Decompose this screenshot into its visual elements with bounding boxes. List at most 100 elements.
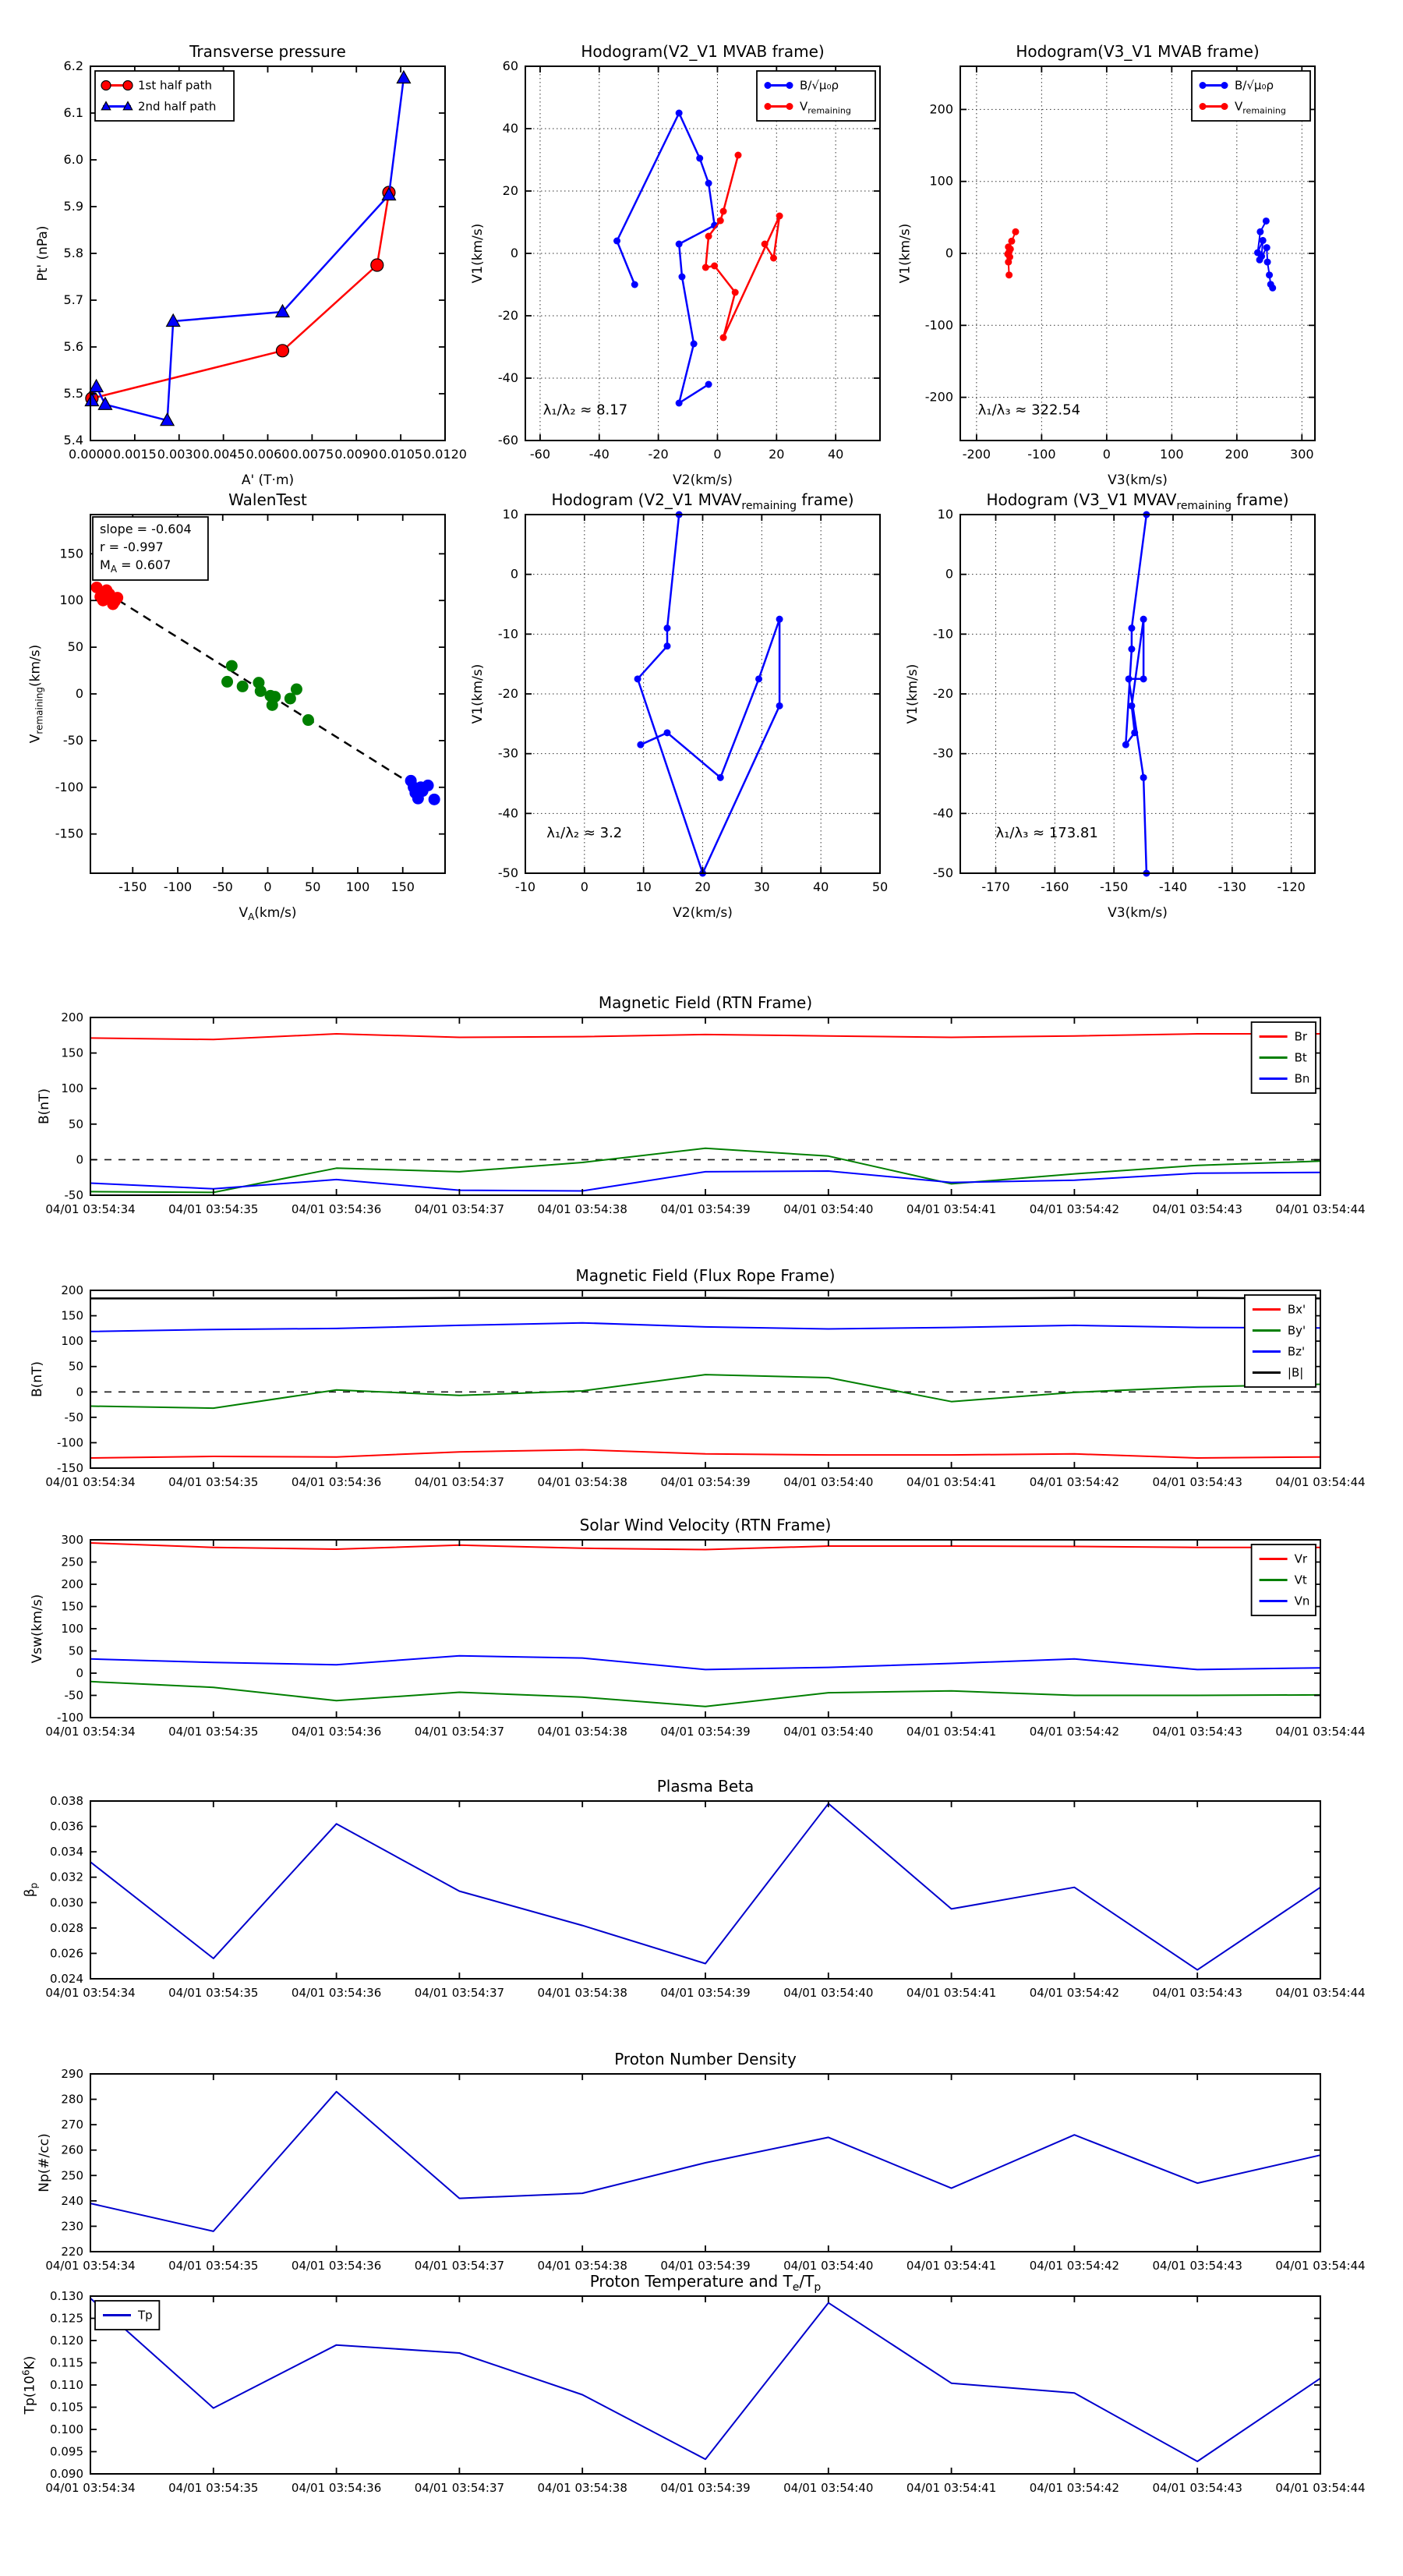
transverse-pressure-ytick-label: 5.8 (64, 246, 83, 260)
mag-fluxrope-ytick-label: 150 (61, 1309, 83, 1323)
series-|B| (90, 1297, 1321, 1300)
proton-number-density-ytick-label: 230 (61, 2219, 83, 2233)
mag-rtn-ytick-label: 200 (61, 1010, 83, 1024)
marker-dot (1012, 228, 1020, 235)
walen-test-stats-line: MA = 0.607 (100, 557, 171, 575)
marker-dot (761, 240, 769, 248)
hodogram-v3v1-mvab-ytick-label: 200 (929, 101, 953, 116)
hodogram-v3v1-mvab-ytick-label: -200 (925, 390, 953, 405)
transverse-pressure-ylabel: Pt' (nPa) (35, 226, 51, 281)
marker-triangle (84, 392, 100, 407)
mag-fluxrope-xtick-label: 04/01 03:54:41 (906, 1475, 996, 1489)
mag-fluxrope-xtick-label: 04/01 03:54:44 (1275, 1475, 1365, 1489)
series-Bx' (90, 1449, 1321, 1459)
transverse-pressure-xtick-label: 0.0090 (334, 447, 378, 462)
hodogram-v2v1-mvab-legend-label: B/√μ₀ρ (800, 79, 839, 93)
proton-temperature-legend-label: Tp (137, 2309, 153, 2323)
mag-rtn-ytick-label: 150 (61, 1046, 83, 1060)
proton-number-density-ytick-label: 240 (61, 2194, 83, 2208)
marker-dot (90, 581, 103, 593)
hodogram-v2v1-mvav-xtick-label: 10 (635, 879, 651, 894)
solar-wind-velocity-xtick-label: 04/01 03:54:37 (415, 1725, 504, 1739)
hodogram-v2v1-mvab-ytick-label: 0 (511, 246, 518, 260)
marker-dot (422, 779, 434, 791)
hodogram-v2v1-mvav-xtick-label: 0 (581, 879, 588, 894)
mag-fluxrope-title: Magnetic Field (Flux Rope Frame) (576, 1266, 836, 1285)
mag-rtn-xtick-label: 04/01 03:54:39 (660, 1202, 750, 1216)
transverse-pressure-xtick-label: 0.0030 (157, 447, 201, 462)
hodogram-v2v1-mvab-legend-label: Vremaining (800, 100, 851, 116)
axes-frame (90, 65, 446, 441)
mag-rtn-ytick-label: 100 (61, 1081, 83, 1095)
plasma-beta-xtick-label: 04/01 03:54:42 (1030, 1986, 1119, 2000)
solar-wind-velocity-xtick-label: 04/01 03:54:44 (1275, 1725, 1365, 1739)
marker-dot (705, 232, 712, 240)
proton-number-density-xtick-label: 04/01 03:54:36 (292, 2259, 381, 2273)
hodogram-v3v1-mvab-xlabel: V3(km/s) (1108, 472, 1168, 488)
mag-fluxrope-legend-label: |B| (1288, 1366, 1303, 1380)
plasma-beta-xtick-label: 04/01 03:54:43 (1153, 1986, 1242, 2000)
series-fit-line (92, 583, 444, 805)
mag-fluxrope-xtick-label: 04/01 03:54:34 (45, 1475, 135, 1489)
marker-circle (101, 80, 111, 91)
plot-transverse-pressure: 0.0000 0.0015 0.0030 0.0045 0.0060 0.0075 0.00… (35, 42, 467, 488)
hodogram-v3v1-mvab-xtick-label: -200 (963, 447, 991, 462)
transverse-pressure-legend-label: 2nd half path (138, 100, 216, 114)
proton-temperature-ytick-label: 0.125 (50, 2312, 83, 2326)
solar-wind-velocity-ytick-label: 250 (61, 1555, 83, 1569)
hodogram-v3v1-mvab-xtick-label: 200 (1225, 447, 1249, 462)
marker-dot (776, 615, 783, 623)
hodogram-v3v1-mvav-ytick-label: 0 (945, 567, 953, 582)
hodogram-v3v1-mvav-xtick-label: -120 (1278, 879, 1306, 894)
walen-test-ytick-label: 0 (76, 686, 83, 701)
series-1st half path (91, 192, 391, 400)
proton-temperature-xtick-label: 04/01 03:54:43 (1153, 2481, 1242, 2495)
marker-dot (1199, 82, 1207, 89)
proton-temperature-ylabel: Tp(106K) (21, 2356, 38, 2415)
axes-frame (90, 1290, 1321, 1469)
marker-dot (1140, 773, 1147, 781)
plot-hodogram-v2v1-mvab: -60 -40 -20 0 20 40 -60 -40 -20 0 20 40 60 Hodogram(V… (470, 42, 881, 488)
proton-number-density-ylabel: Np(#/cc) (37, 2133, 52, 2192)
hodogram-v2v1-mvab-ytick-label: -60 (498, 433, 518, 448)
mag-rtn-xtick-label: 04/01 03:54:41 (906, 1202, 996, 1216)
marker-dot (1199, 103, 1207, 110)
proton-temperature-ytick-label: 0.100 (50, 2422, 83, 2436)
plot-mag-fluxrope: 04/01 03:54:34 04/01 03:54:35 04/01 03:54:… (30, 1266, 1366, 1489)
solar-wind-velocity-xtick-label: 04/01 03:54:38 (538, 1725, 627, 1739)
hodogram-v3v1-mvav-xtick-label: -130 (1218, 879, 1246, 894)
proton-temperature-ytick-label: 0.105 (50, 2401, 83, 2415)
mag-fluxrope-xtick-label: 04/01 03:54:42 (1030, 1475, 1119, 1489)
mag-fluxrope-xtick-label: 04/01 03:54:39 (660, 1475, 750, 1489)
marker-dot (221, 675, 234, 688)
proton-number-density-ytick-label: 270 (61, 2118, 83, 2132)
plasma-beta-ytick-label: 0.028 (50, 1921, 83, 1935)
marker-dot (663, 625, 671, 632)
transverse-pressure-ytick-label: 6.0 (64, 152, 83, 167)
solar-wind-velocity-xtick-label: 04/01 03:54:35 (168, 1725, 258, 1739)
transverse-pressure-xlabel: A' (T·m) (242, 472, 294, 488)
marker-dot (1140, 615, 1147, 623)
marker-dot (1128, 625, 1136, 632)
marker-dot (634, 675, 641, 683)
plasma-beta-ytick-label: 0.038 (50, 1794, 83, 1808)
marker-dot (1005, 271, 1013, 279)
proton-number-density-title: Proton Number Density (614, 2050, 797, 2068)
proton-temperature-xtick-label: 04/01 03:54:38 (538, 2481, 627, 2495)
marker-triangle (89, 378, 104, 393)
marker-dot (776, 702, 783, 709)
solar-wind-velocity-legend-label: Vn (1295, 1594, 1310, 1608)
hodogram-v3v1-mvab-ytick-label: 0 (945, 246, 953, 260)
walen-test-xtick-label: 150 (391, 879, 415, 894)
proton-number-density-xtick-label: 04/01 03:54:38 (538, 2259, 627, 2273)
series-Bz' (90, 1322, 1321, 1332)
plot-walen-test: -150 -100 -50 0 50 100 150 -150 -100 -50 0 50 100 150… (27, 490, 446, 922)
marker-triangle (381, 186, 397, 201)
mag-fluxrope-ytick-label: 100 (61, 1334, 83, 1348)
walen-test-xlabel: VA(km/s) (239, 905, 296, 922)
hodogram-v2v1-mvab-xtick-label: -40 (589, 447, 610, 462)
walen-test-ytick-label: -100 (55, 780, 83, 794)
mag-rtn-legend-label: Br (1295, 1030, 1308, 1044)
marker-dot (719, 207, 727, 215)
plot-mag-rtn: 04/01 03:54:34 04/01 03:54:35 04/01 03:54:… (37, 993, 1366, 1216)
